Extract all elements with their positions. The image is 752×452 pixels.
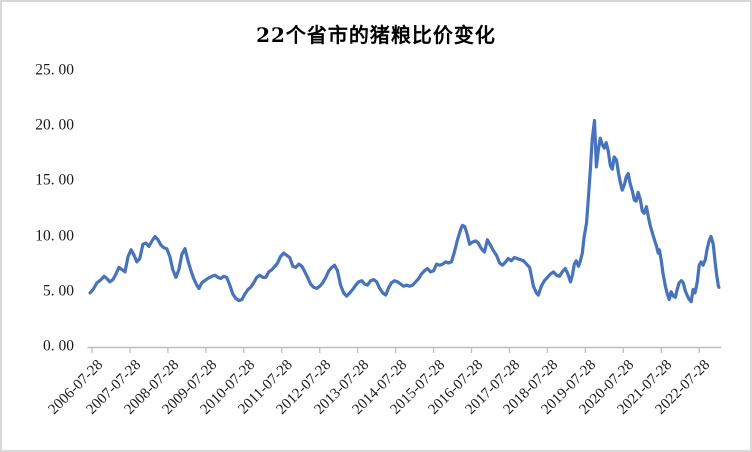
chart-title: 22个省市的猪粮比价变化 <box>256 23 496 47</box>
y-axis-tick-label: 20. 00 <box>35 116 74 134</box>
y-axis-tick-label: 10. 00 <box>35 227 74 245</box>
y-axis-tick-label: 0. 00 <box>43 337 74 355</box>
y-axis-tick-label: 15. 00 <box>35 171 74 189</box>
price-ratio-line <box>88 118 721 304</box>
y-axis-tick-label: 5. 00 <box>43 282 74 300</box>
y-axis-tick-label: 25. 00 <box>35 61 74 79</box>
